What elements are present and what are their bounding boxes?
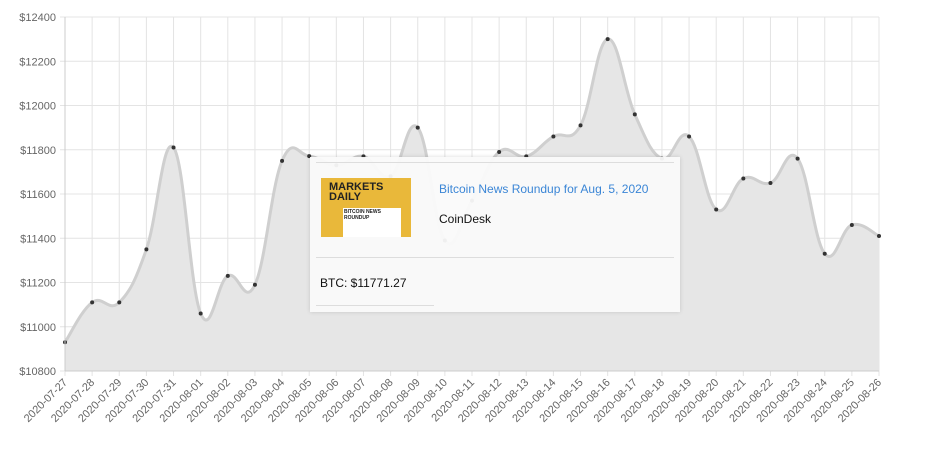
divider — [316, 162, 674, 163]
point — [605, 37, 610, 42]
point — [578, 123, 583, 128]
point — [551, 134, 556, 139]
point — [144, 247, 149, 252]
y-tick-label: $12000 — [19, 101, 56, 113]
y-tick-label: $11600 — [20, 189, 56, 201]
point — [714, 207, 719, 212]
news-image: MARKETS DAILY BITCOIN NEWS ROUNDUP — [321, 178, 411, 237]
image-subtitle: BITCOIN NEWS ROUNDUP — [343, 208, 401, 237]
point — [795, 156, 800, 161]
point — [849, 222, 854, 227]
news-title[interactable]: Bitcoin News Roundup for Aug. 5, 2020 — [439, 182, 649, 196]
point — [741, 176, 746, 181]
point — [171, 145, 176, 150]
image-title: MARKETS DAILY — [329, 181, 384, 203]
point — [280, 158, 285, 163]
point — [225, 273, 230, 278]
y-tick-label: $12400 — [19, 12, 56, 24]
point — [877, 234, 881, 239]
y-tick-label: $11200 — [20, 278, 56, 290]
point — [252, 282, 257, 287]
point — [497, 149, 502, 154]
price: BTC: $11771.27 — [320, 276, 407, 290]
y-tick-label: $10800 — [19, 366, 56, 378]
point — [632, 112, 637, 117]
point — [822, 251, 827, 256]
point — [687, 134, 692, 139]
divider — [316, 305, 434, 306]
point — [768, 180, 773, 185]
y-tick-label: $11400 — [20, 233, 56, 245]
divider — [316, 257, 674, 258]
y-tick-label: $12200 — [19, 56, 56, 68]
point — [90, 300, 95, 305]
news-source: CoinDesk — [439, 212, 492, 226]
tooltip: MARKETS DAILY BITCOIN NEWS ROUNDUP Bitco… — [310, 157, 680, 312]
point — [198, 311, 203, 316]
y-tick-label: $11000 — [20, 322, 56, 334]
point — [415, 125, 420, 130]
point — [117, 300, 122, 305]
y-tick-label: $11800 — [20, 145, 56, 157]
